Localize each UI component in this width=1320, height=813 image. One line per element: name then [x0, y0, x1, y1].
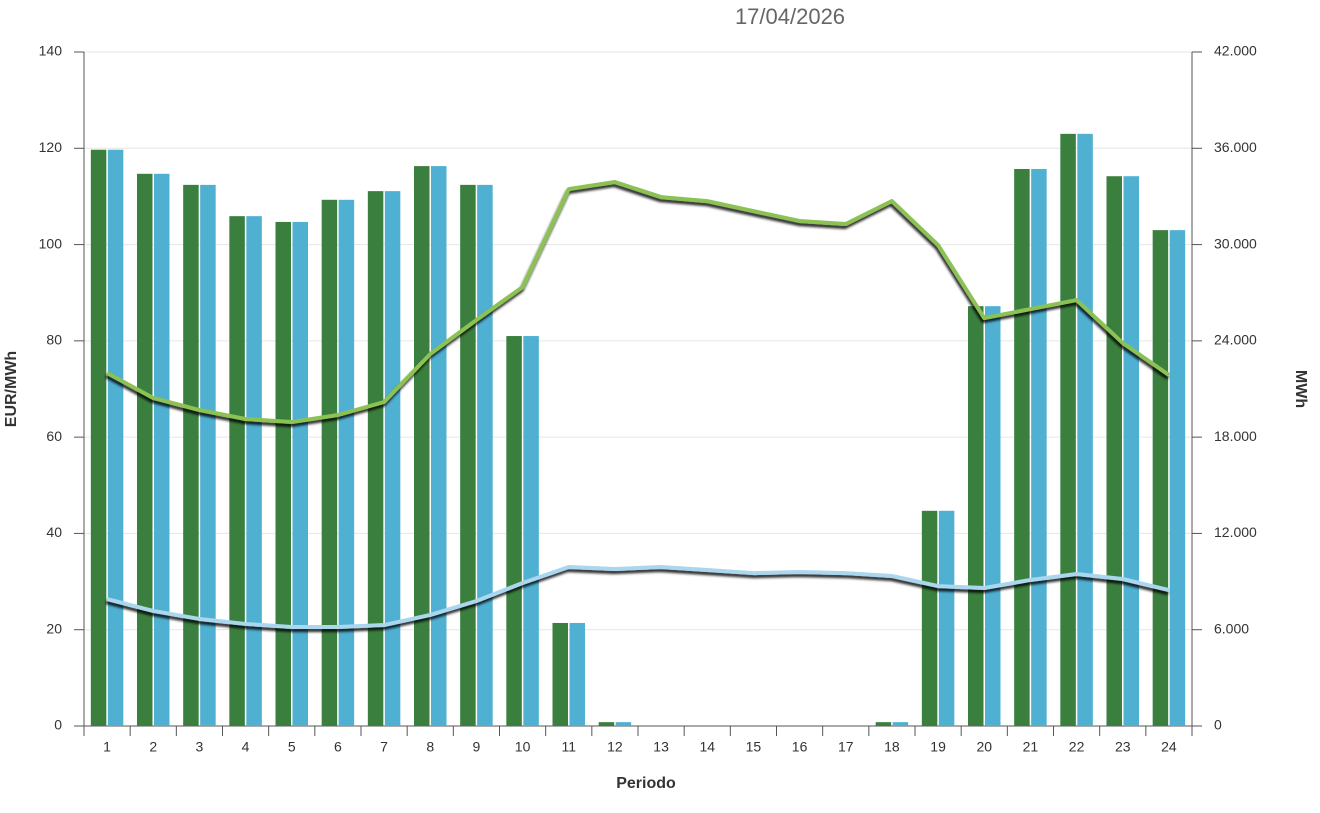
bar [523, 336, 539, 726]
y-tick-label: 60 [46, 428, 62, 444]
y-tick-label: 100 [39, 235, 63, 251]
bar [892, 722, 909, 726]
bar [321, 199, 338, 726]
x-tick-label: 5 [288, 739, 296, 755]
bar [1106, 176, 1122, 727]
bar [137, 173, 153, 727]
bar [1031, 168, 1047, 727]
y2-tick-label: 36.000 [1214, 139, 1257, 155]
bar [90, 149, 107, 727]
x-axis-title: Periodo [616, 775, 676, 792]
y2-tick-label: 24.000 [1214, 332, 1257, 348]
line [106, 179, 1171, 425]
y-tick-label: 20 [46, 620, 62, 636]
bar [921, 510, 938, 726]
bar [367, 191, 384, 726]
y2-tick-label: 42.000 [1214, 43, 1257, 59]
x-tick-label: 23 [1115, 739, 1131, 755]
x-tick-label: 17 [838, 739, 854, 755]
bar [246, 216, 262, 726]
bar [985, 306, 1001, 726]
x-tick-label: 1 [103, 739, 111, 755]
y2-tick-label: 6.000 [1214, 620, 1249, 636]
bar [569, 622, 585, 726]
bar [1152, 230, 1169, 726]
bar [384, 191, 401, 726]
bar [938, 510, 955, 726]
bar [1077, 133, 1093, 727]
bar [968, 306, 984, 726]
bar [598, 722, 615, 726]
y-tick-label: 140 [39, 43, 63, 59]
x-tick-label: 2 [149, 739, 157, 755]
x-tick-label: 8 [426, 739, 434, 755]
x-tick-label: 9 [473, 739, 481, 755]
x-tick-label: 22 [1069, 739, 1085, 755]
x-tick-label: 13 [653, 739, 669, 755]
x-tick-label: 14 [699, 739, 715, 755]
x-tick-label: 16 [792, 739, 808, 755]
bar [615, 722, 632, 726]
y-tick-label: 40 [46, 524, 62, 540]
bar [338, 199, 355, 726]
y-tick-label: 0 [54, 717, 62, 733]
x-tick-label: 11 [561, 739, 576, 755]
line [106, 564, 1170, 629]
x-tick-label: 4 [242, 739, 250, 755]
x-tick-label: 6 [334, 739, 342, 755]
x-tick-label: 21 [1023, 739, 1039, 755]
y-axis-title: EUR/MWh [3, 351, 20, 427]
bar [431, 166, 447, 726]
x-tick-label: 3 [196, 739, 204, 755]
x-tick-label: 20 [976, 739, 992, 755]
y-tick-label: 120 [39, 139, 63, 155]
bar [875, 722, 892, 726]
bar [183, 184, 199, 727]
y2-tick-label: 0 [1214, 717, 1222, 733]
bar [200, 184, 216, 727]
x-tick-label: 19 [930, 739, 946, 755]
x-tick-label: 24 [1161, 739, 1177, 755]
x-tick-label: 7 [380, 739, 388, 755]
x-tick-label: 18 [884, 739, 900, 755]
x-tick-label: 15 [746, 739, 762, 755]
bar [1060, 133, 1076, 727]
bar [292, 221, 308, 727]
bar [229, 216, 245, 726]
bar [1123, 176, 1139, 727]
bar [414, 166, 430, 726]
y2-tick-label: 30.000 [1214, 235, 1257, 251]
y2-tick-label: 12.000 [1214, 524, 1257, 540]
y2-tick-label: 18.000 [1214, 428, 1257, 444]
bar [107, 149, 124, 727]
y-tick-label: 80 [46, 332, 62, 348]
chart-title: 17/04/2026 [735, 4, 845, 29]
bar [275, 221, 291, 727]
x-tick-label: 12 [607, 739, 623, 755]
bar [477, 184, 493, 727]
bar [506, 336, 522, 726]
bar [154, 173, 170, 727]
bar [1014, 168, 1030, 727]
bar [1169, 230, 1186, 726]
bar [552, 622, 568, 726]
bar [460, 184, 476, 727]
x-tick-label: 10 [515, 739, 531, 755]
y2-axis-title: MWh [1292, 370, 1309, 408]
